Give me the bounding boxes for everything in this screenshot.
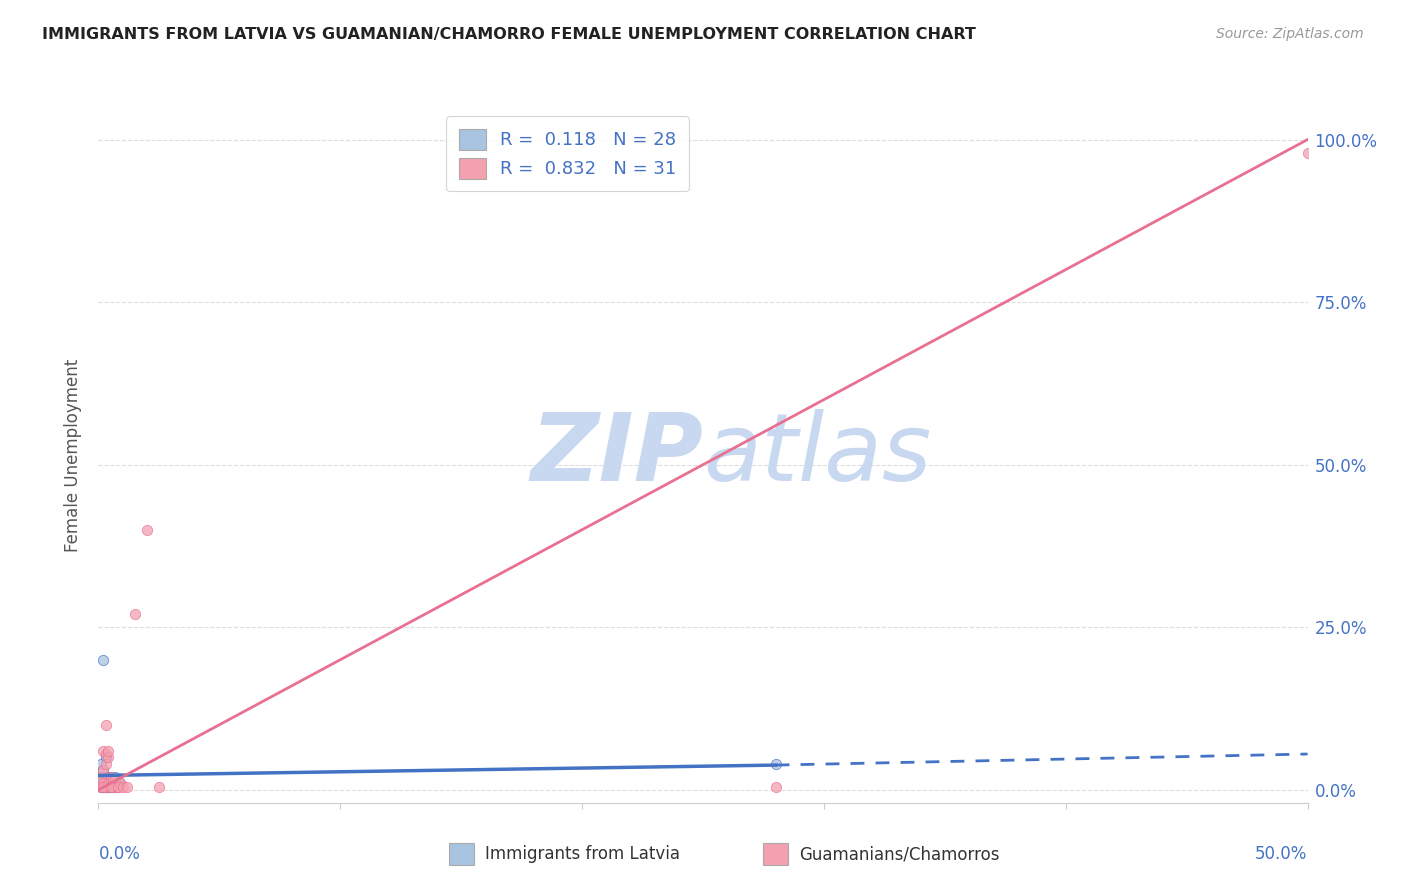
Text: IMMIGRANTS FROM LATVIA VS GUAMANIAN/CHAMORRO FEMALE UNEMPLOYMENT CORRELATION CHA: IMMIGRANTS FROM LATVIA VS GUAMANIAN/CHAM…	[42, 27, 976, 42]
Point	[1296, 145, 1319, 160]
Point	[100, 770, 122, 784]
Point	[117, 780, 139, 794]
Point	[104, 780, 127, 794]
Point	[108, 776, 131, 790]
Point	[97, 780, 120, 794]
Point	[111, 780, 134, 794]
Point	[104, 772, 127, 787]
Point	[94, 780, 117, 794]
Point	[90, 776, 112, 790]
Point	[91, 653, 114, 667]
Text: Source: ZipAtlas.com: Source: ZipAtlas.com	[1216, 27, 1364, 41]
Point	[100, 776, 122, 790]
Point	[97, 780, 120, 794]
Legend: R =  0.118   N = 28, R =  0.832   N = 31: R = 0.118 N = 28, R = 0.832 N = 31	[446, 116, 689, 191]
Point	[107, 780, 129, 794]
Point	[107, 776, 129, 790]
Point	[90, 770, 112, 784]
Point	[97, 776, 120, 790]
Point	[91, 744, 114, 758]
Point	[90, 780, 112, 794]
Point	[107, 780, 129, 794]
Point	[91, 764, 114, 778]
Point	[765, 756, 787, 771]
Point	[94, 780, 117, 794]
Point	[94, 776, 117, 790]
Point	[97, 776, 120, 790]
Point	[104, 776, 127, 790]
Point	[94, 750, 117, 764]
Point	[90, 770, 112, 784]
Point	[101, 776, 124, 790]
Point	[100, 780, 122, 794]
Point	[91, 776, 114, 790]
Point	[91, 780, 114, 794]
Point	[97, 750, 120, 764]
Point	[765, 780, 787, 794]
Point	[91, 780, 114, 794]
Point	[101, 780, 124, 794]
Point	[91, 780, 114, 794]
Point	[101, 772, 124, 787]
Point	[135, 523, 157, 537]
Point	[90, 780, 112, 794]
Text: 50.0%: 50.0%	[1256, 845, 1308, 863]
Text: 0.0%: 0.0%	[98, 845, 141, 863]
Point	[94, 756, 117, 771]
Point	[104, 770, 127, 784]
Point	[94, 747, 117, 761]
Point	[148, 780, 170, 794]
Point	[91, 764, 114, 778]
Point	[100, 770, 122, 784]
Text: Guamanians/Chamorros: Guamanians/Chamorros	[800, 845, 1000, 863]
Point	[100, 780, 122, 794]
Point	[94, 770, 117, 784]
Y-axis label: Female Unemployment: Female Unemployment	[65, 359, 83, 551]
Text: ZIP: ZIP	[530, 409, 703, 501]
Point	[90, 756, 112, 771]
Point	[91, 770, 114, 784]
Text: atlas: atlas	[703, 409, 931, 500]
Point	[124, 607, 146, 622]
Point	[97, 770, 120, 784]
Point	[97, 744, 120, 758]
Point	[94, 718, 117, 732]
Point	[108, 776, 131, 790]
Text: Immigrants from Latvia: Immigrants from Latvia	[485, 845, 681, 863]
Point	[94, 772, 117, 787]
Point	[91, 776, 114, 790]
Point	[90, 776, 112, 790]
Point	[101, 780, 124, 794]
